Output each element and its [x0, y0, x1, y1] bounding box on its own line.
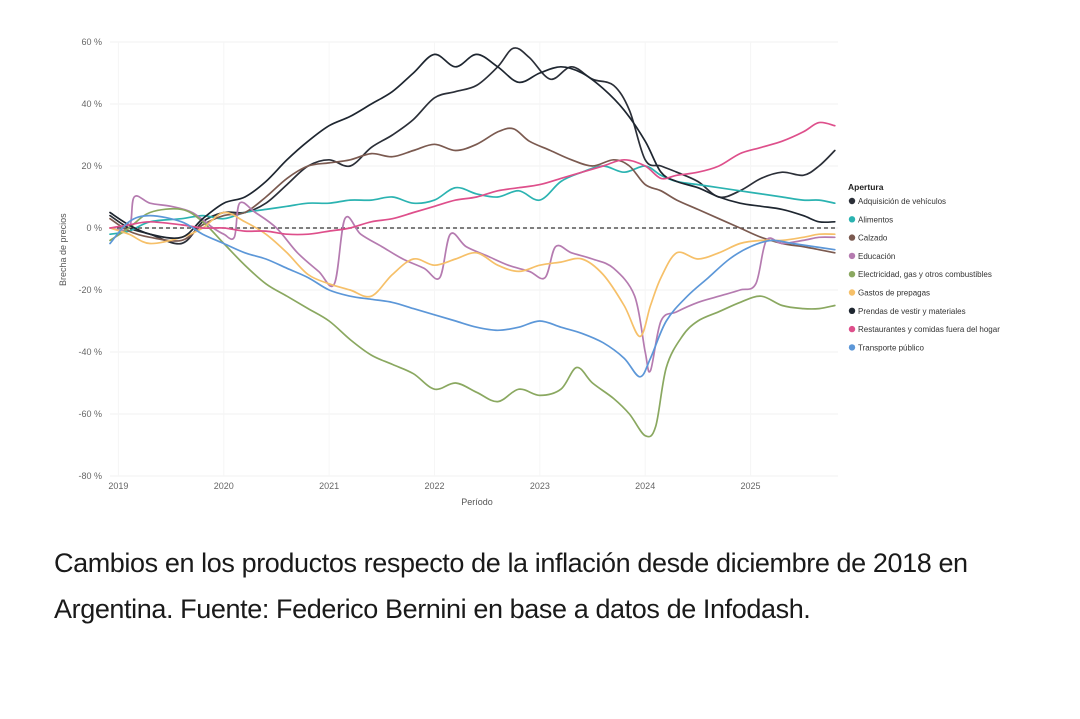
x-tick-label: 2023 [530, 481, 550, 491]
y-tick-label: -20 % [78, 285, 102, 295]
x-tick-label: 2024 [635, 481, 655, 491]
y-tick-label: 0 % [86, 223, 102, 233]
series-line-9 [109, 214, 836, 378]
x-tick-label: 2022 [424, 481, 444, 491]
y-tick-label: 20 % [81, 161, 102, 171]
legend-marker [848, 252, 856, 260]
y-tick-label: 40 % [81, 99, 102, 109]
series-line-8 [109, 121, 836, 236]
y-axis-ticks: 60 % 40 % 20 % 0 % -20 % -40 % -60 % -80 % [78, 37, 102, 481]
series-lines [109, 47, 836, 438]
series-line-5 [109, 207, 836, 438]
legend-item-label: Electricidad, gas y otros combustibles [858, 270, 992, 279]
series-line-4 [109, 195, 836, 373]
line-chart: 60 % 40 % 20 % 0 % -20 % -40 % -60 % -80 % 2019… [58, 37, 1000, 507]
legend-item-label: Restaurantes y comidas fuera del hogar [858, 325, 1000, 334]
legend-item-label: Calzado [858, 234, 888, 243]
legend-marker [848, 307, 856, 314]
legend-item-label: Educación [858, 252, 895, 261]
y-axis-label: Brecha de precios [58, 213, 68, 286]
x-tick-label: 2025 [741, 481, 761, 491]
legend: Apertura Adquisición de vehículos Aliment… [848, 182, 1000, 352]
legend-item-label: Alimentos [858, 215, 893, 224]
legend-marker [848, 344, 856, 351]
legend-item-label: Gastos de prepagas [858, 289, 930, 298]
series-line-7 [109, 53, 836, 240]
legend-item-label: Prendas de vestir y materiales [858, 307, 966, 316]
legend-marker [848, 216, 856, 223]
legend-marker [848, 325, 856, 333]
y-tick-label: 60 % [81, 37, 102, 47]
y-tick-label: -80 % [78, 471, 102, 481]
legend-marker [848, 234, 856, 241]
x-tick-label: 2019 [108, 481, 128, 491]
legend-title: Apertura [848, 182, 884, 192]
y-tick-label: -40 % [78, 347, 102, 357]
x-tick-label: 2021 [319, 481, 339, 491]
x-tick-label: 2020 [214, 481, 234, 491]
gridlines [110, 41, 838, 477]
legend-item-label: Adquisición de vehículos [858, 197, 946, 206]
series-line-6 [109, 211, 836, 338]
legend-marker [848, 197, 856, 205]
figure-caption: Cambios en los productos respecto de la … [54, 548, 968, 624]
y-tick-label: -60 % [78, 409, 102, 419]
x-axis-label: Período [461, 497, 493, 507]
series-line-3 [109, 127, 836, 254]
legend-marker [848, 271, 856, 278]
legend-marker [848, 289, 856, 296]
x-axis-ticks: 2019 2020 2021 2022 2023 2024 2025 [108, 481, 760, 491]
legend-item-label: Transporte público [858, 343, 925, 352]
